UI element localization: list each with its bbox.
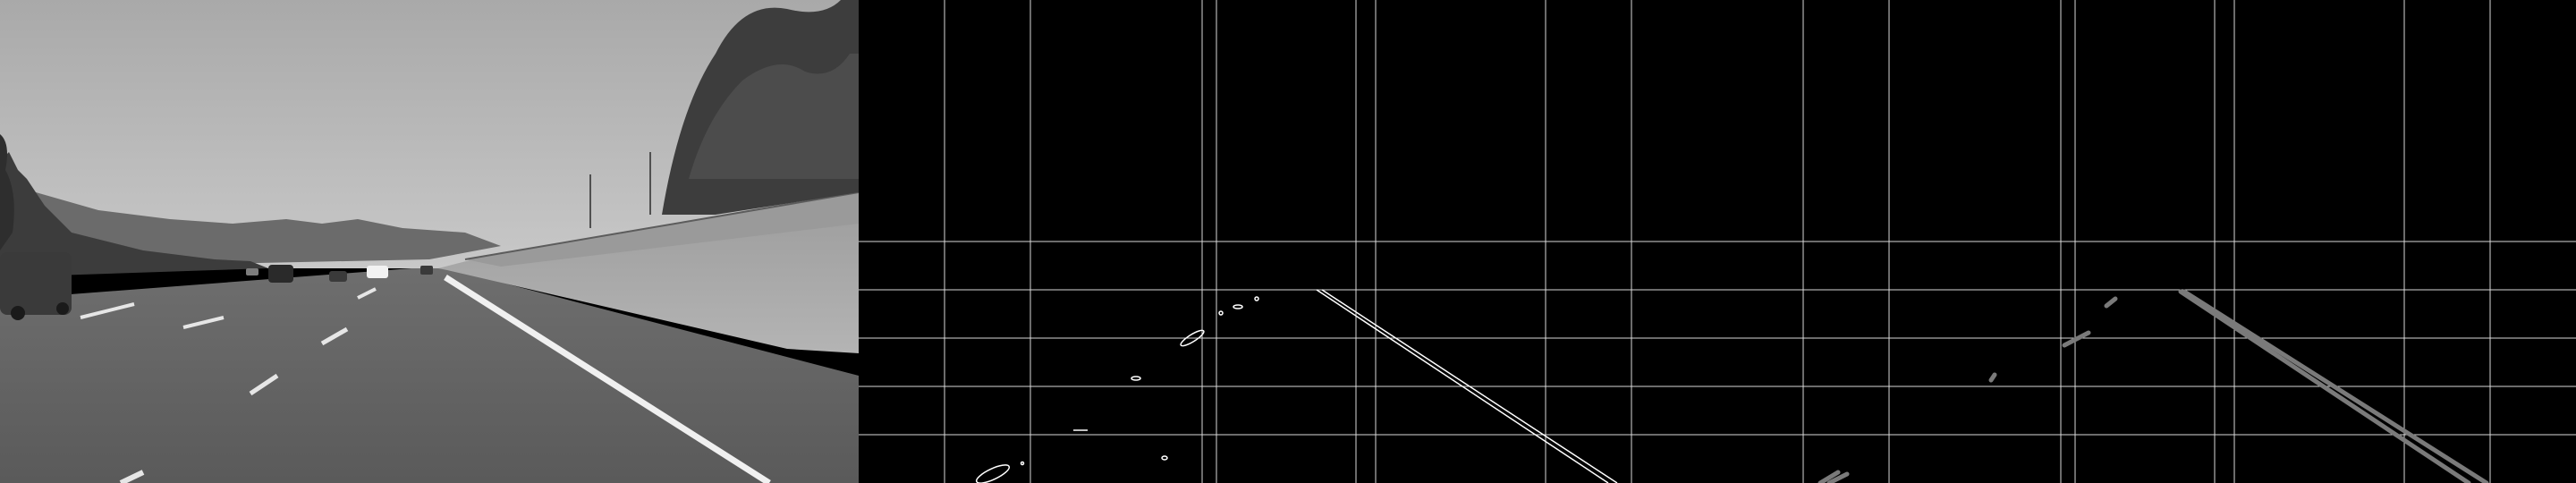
right-lane-line (444, 275, 771, 483)
dash-edge (1254, 296, 1259, 301)
car-wheel (11, 306, 25, 320)
left-lane-segment (1826, 471, 1850, 483)
lane-dash (357, 287, 377, 300)
dash-edge (1180, 329, 1205, 347)
dash-edge (1131, 376, 1141, 381)
car (246, 268, 258, 275)
lane-dash (119, 470, 145, 483)
fence-top (464, 191, 859, 260)
left-trees (0, 152, 268, 277)
right-lane-segment (2178, 289, 2471, 483)
dash-edge (1218, 310, 1224, 316)
road-surface (0, 268, 859, 483)
hough-segments (1818, 289, 2489, 483)
lane-dash (182, 316, 225, 329)
right-trees-highlight (689, 54, 859, 179)
lane-dash (80, 302, 135, 319)
right-lane-segment (2182, 289, 2489, 483)
edge-strokes (975, 289, 1618, 483)
hough-grid (1717, 0, 2576, 483)
left-lane-segment (2104, 296, 2118, 309)
car (329, 271, 347, 282)
dash-edge (1161, 455, 1168, 461)
hough-lines-image (1717, 0, 2576, 483)
grayscale-road-image (0, 0, 859, 483)
car (420, 266, 433, 275)
lane-dash (320, 326, 349, 346)
hough-lines-panel (1717, 0, 2576, 483)
car (0, 252, 72, 315)
dash-edge (1020, 461, 1025, 466)
dash-edge (1233, 304, 1243, 309)
dash-edge (975, 464, 1011, 483)
canny-edges-image (859, 0, 1717, 483)
left-lane-segment (1818, 470, 1841, 483)
car (367, 266, 388, 278)
canny-edges-panel (859, 0, 1717, 483)
fence (465, 192, 859, 267)
car-wheel (56, 302, 69, 315)
lane-edge (1321, 289, 1618, 483)
left-lane-segment (2062, 330, 2091, 348)
lane-dash (249, 373, 279, 396)
edges-grid (859, 0, 1717, 483)
car (268, 265, 293, 283)
left-tree-foliage (0, 134, 14, 250)
lane-edge (1316, 289, 1609, 483)
left-lane-segment (1988, 372, 1997, 383)
grayscale-road-panel (0, 0, 859, 483)
